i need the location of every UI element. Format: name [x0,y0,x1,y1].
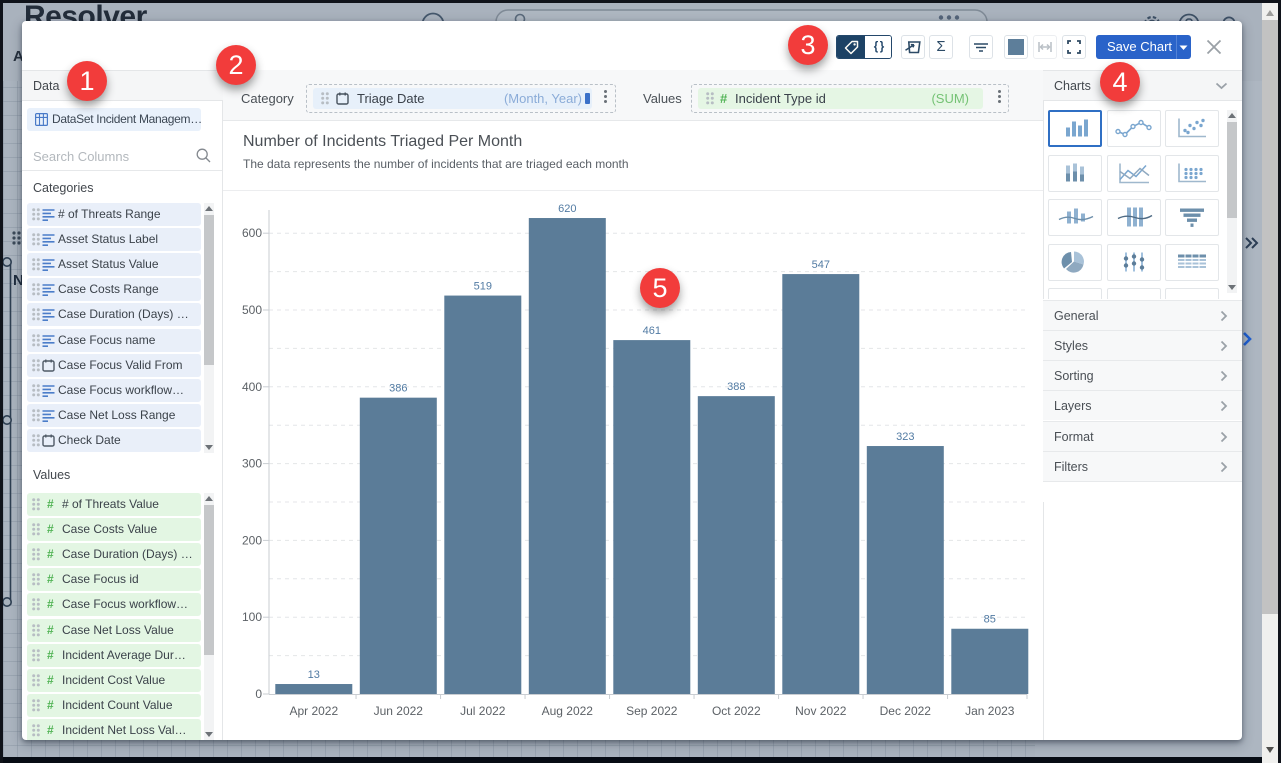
svg-text:386: 386 [389,383,407,395]
svg-text:Jul 2022: Jul 2022 [460,704,506,718]
svg-text:100: 100 [242,610,262,624]
svg-text:Dec 2022: Dec 2022 [880,704,932,718]
svg-text:547: 547 [812,259,830,271]
svg-text:Nov 2022: Nov 2022 [795,704,847,718]
svg-text:Apr 2022: Apr 2022 [289,704,338,718]
svg-text:300: 300 [242,457,262,471]
svg-text:13: 13 [308,669,320,681]
svg-text:600: 600 [242,226,262,240]
svg-text:Jun 2022: Jun 2022 [374,704,424,718]
svg-text:Aug 2022: Aug 2022 [542,704,594,718]
svg-text:N: N [13,272,22,289]
svg-text:461: 461 [643,325,661,337]
svg-text:388: 388 [727,381,745,393]
svg-text:620: 620 [558,203,576,215]
svg-text:85: 85 [984,614,996,626]
svg-text:400: 400 [242,380,262,394]
svg-text:Oct 2022: Oct 2022 [712,704,761,718]
svg-text:323: 323 [896,431,914,443]
svg-text:500: 500 [242,303,262,317]
svg-text:0: 0 [255,687,262,701]
svg-text:Sep 2022: Sep 2022 [626,704,678,718]
svg-text:Jan 2023: Jan 2023 [965,704,1015,718]
svg-text:519: 519 [474,281,492,293]
svg-text:200: 200 [242,533,262,547]
